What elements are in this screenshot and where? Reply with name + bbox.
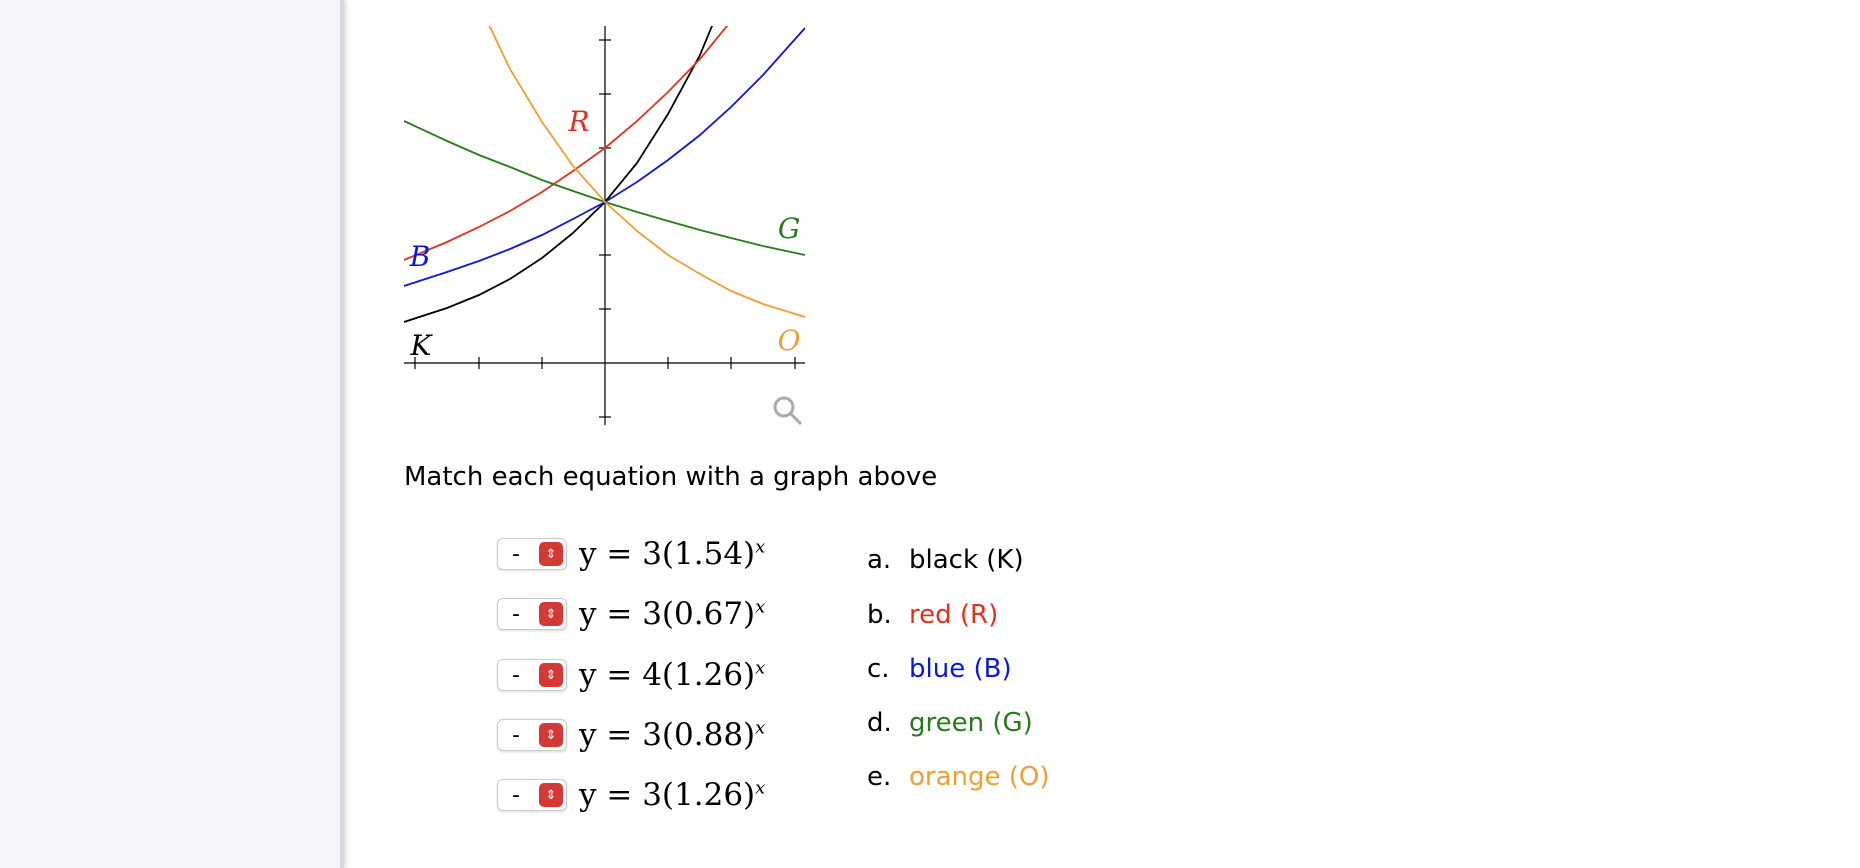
curve-k [404,26,713,323]
option: e. orange (O) [867,762,1050,792]
answer-select[interactable]: - ⇕ [497,719,567,751]
curve-o [488,26,805,318]
option: d. green (G) [867,708,1033,738]
equation: y = 3(0.67)x [579,596,766,632]
option-letter: d. [867,708,892,738]
option: c. blue (B) [867,654,1012,684]
curves [404,26,805,323]
answer-select[interactable]: - ⇕ [497,538,567,570]
option-letter: b. [867,600,892,630]
curve-label: B [409,240,431,273]
select-arrow: ⇕ [539,783,563,807]
select-value: - [512,541,520,567]
select-arrow: ⇕ [539,542,563,566]
option-text: blue (B) [909,654,1012,684]
option: b. red (R) [867,600,998,630]
select-arrow: ⇕ [539,663,563,687]
exponent: x [755,777,766,799]
question-row: - ⇕ y = 3(1.26)x [497,777,766,813]
equation: y = 3(1.26)x [579,777,766,813]
exponent: x [755,657,766,679]
option-text: red (R) [909,600,999,630]
axes [404,26,805,425]
curve-label: O [778,324,801,357]
select-value: - [512,601,520,627]
graph: R G B K O [404,26,805,426]
option-letter: e. [867,762,892,792]
select-arrow: ⇕ [539,723,563,747]
option-text: black (K) [909,545,1024,575]
exponent: x [755,536,766,558]
select-value: - [512,782,520,808]
answer-select[interactable]: - ⇕ [497,659,567,691]
sidebar [0,0,344,868]
exponent: x [755,596,766,618]
question-row: - ⇕ y = 3(0.88)x [497,717,766,753]
question-row: - ⇕ y = 3(0.67)x [497,596,766,632]
instructions: Match each equation with a graph above [404,462,938,492]
equation: y = 3(0.88)x [579,717,766,753]
answer-select[interactable]: - ⇕ [497,779,567,811]
option-letter: c. [867,654,890,684]
exponent: x [755,717,766,739]
equation: y = 4(1.26)x [579,657,766,693]
curve-label: R [567,105,589,138]
option: a. black (K) [867,545,1024,575]
curve-r [404,26,729,261]
equation: y = 3(1.54)x [579,536,766,572]
question-row: - ⇕ y = 4(1.26)x [497,657,766,693]
zoom-icon[interactable] [773,396,803,426]
answer-select[interactable]: - ⇕ [497,598,567,630]
select-value: - [512,662,520,688]
curve-label: K [410,329,434,362]
select-arrow: ⇕ [539,602,563,626]
option-letter: a. [867,545,892,575]
curve-label: G [778,212,800,245]
select-value: - [512,722,520,748]
option-text: orange (O) [909,762,1050,792]
option-text: green (G) [909,708,1033,738]
question-row: - ⇕ y = 3(1.54)x [497,536,766,572]
